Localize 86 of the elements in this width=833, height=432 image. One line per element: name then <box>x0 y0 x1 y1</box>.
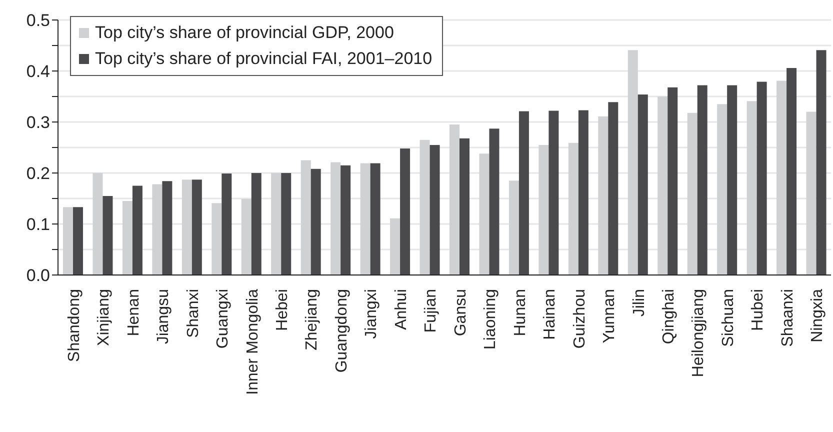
x-tick-label: Yunnan <box>601 289 618 344</box>
bar <box>717 104 728 275</box>
bar <box>578 110 588 275</box>
bar <box>212 203 222 275</box>
y-tick-label: 0.4 <box>26 62 50 82</box>
x-tick-label: Hunan <box>512 289 529 336</box>
y-tick-label: 0.2 <box>26 164 50 184</box>
bar <box>63 207 73 275</box>
bar <box>460 138 470 275</box>
bar <box>400 148 410 275</box>
x-tick-label: Fujian <box>422 289 440 333</box>
bar <box>638 94 648 275</box>
bar <box>251 173 262 275</box>
bar <box>182 180 192 275</box>
bar <box>241 199 252 275</box>
bar <box>132 186 142 275</box>
bar <box>786 68 797 275</box>
x-tick-label: Shanxi <box>184 289 202 338</box>
bar <box>746 101 757 275</box>
bar <box>776 80 787 275</box>
bar <box>370 163 380 275</box>
x-tick-label: Jilin <box>630 289 648 317</box>
x-tick-label: Xinjiang <box>96 289 113 346</box>
bar <box>479 154 490 275</box>
bar <box>222 174 232 275</box>
bar <box>420 140 430 275</box>
bar <box>508 180 519 275</box>
x-tick-label: Shaanxi <box>779 289 796 347</box>
bar <box>756 82 767 275</box>
x-tick-label: Hebei <box>274 289 291 331</box>
x-tick-label: Inner Mongolia <box>244 288 262 395</box>
bar <box>92 173 103 275</box>
bar <box>390 218 400 275</box>
y-tick-label: 0.5 <box>26 11 50 30</box>
x-tick-label: Guangxi <box>214 289 232 349</box>
bar <box>73 207 83 275</box>
x-tick-label: Liaoning <box>482 289 500 350</box>
bar <box>687 112 698 275</box>
x-tick-label: Henan <box>125 289 142 336</box>
bar <box>430 144 440 275</box>
x-tick-label: Jiangsu <box>155 289 172 344</box>
x-tick-label: Qinghai <box>660 289 678 344</box>
bar <box>658 96 668 275</box>
bar <box>518 111 529 275</box>
y-tick-label: 0.0 <box>26 266 50 286</box>
bar <box>360 163 370 275</box>
legend-label: Top city’s share of provincial FAI, 2001–2010 <box>95 48 432 70</box>
x-tick-label: Jiangxi <box>363 289 380 339</box>
bar <box>152 184 162 275</box>
bar <box>489 128 500 275</box>
bar <box>192 180 202 275</box>
bar <box>300 160 311 275</box>
bar <box>568 142 578 275</box>
x-tick-label: Anhui <box>392 289 410 330</box>
bar <box>271 173 282 275</box>
x-tick-label: Zhejiang <box>304 289 321 350</box>
bar <box>668 87 678 275</box>
x-tick-label: Gansu <box>452 289 470 336</box>
bar <box>310 168 321 275</box>
x-tick-label: Sichuan <box>720 289 737 347</box>
bar <box>340 165 351 275</box>
bar <box>608 102 618 275</box>
bar <box>816 50 826 275</box>
y-tick-label: 0.3 <box>26 113 50 132</box>
x-tick-label: Guizhou <box>571 289 588 349</box>
bar <box>538 144 549 275</box>
bar <box>330 162 341 275</box>
bar <box>122 201 132 275</box>
x-tick-label: Ningxia <box>809 288 826 342</box>
y-tick-label: 0.1 <box>26 215 50 234</box>
bar <box>628 50 638 275</box>
bar <box>450 124 460 275</box>
legend-label: Top city’s share of provincial GDP, 2000 <box>95 22 394 44</box>
x-tick-label: Hainan <box>542 289 559 340</box>
bar <box>806 112 816 275</box>
bar <box>102 196 113 275</box>
x-tick-label: Guangdong <box>333 289 350 373</box>
bar <box>727 85 738 275</box>
x-tick-label: Heilongjiang <box>690 289 708 378</box>
x-tick-label: Hubei <box>750 289 767 331</box>
bar <box>598 116 608 275</box>
bar <box>697 85 708 275</box>
x-tick-label: Shandong <box>66 289 83 362</box>
bar <box>162 181 172 275</box>
bar <box>281 173 292 275</box>
bar <box>548 110 559 275</box>
